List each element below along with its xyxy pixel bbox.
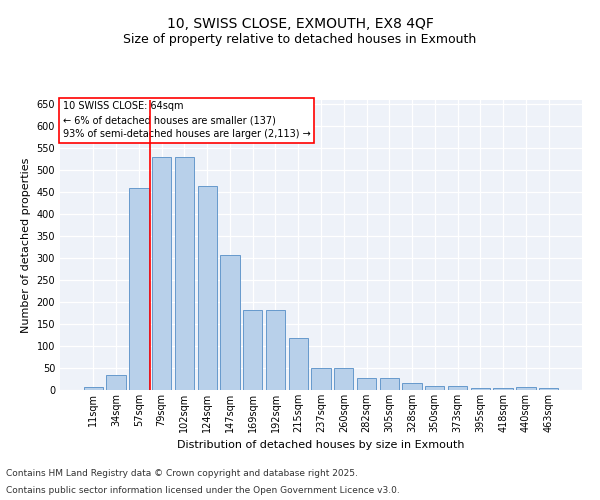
Bar (106, 374, 126, 390)
Bar (243, 310, 262, 390)
Bar (448, 386, 467, 390)
Bar (84, 387, 103, 390)
Bar (539, 388, 558, 390)
Bar (425, 386, 445, 390)
Bar (129, 188, 149, 390)
Text: 10 SWISS CLOSE: 64sqm
← 6% of detached houses are smaller (137)
93% of semi-deta: 10 SWISS CLOSE: 64sqm ← 6% of detached h… (62, 102, 310, 140)
Bar (493, 388, 513, 390)
Text: Contains public sector information licensed under the Open Government Licence v3: Contains public sector information licen… (6, 486, 400, 495)
X-axis label: Distribution of detached houses by size in Exmouth: Distribution of detached houses by size … (177, 440, 465, 450)
Bar (357, 378, 376, 390)
Text: Contains HM Land Registry data © Crown copyright and database right 2025.: Contains HM Land Registry data © Crown c… (6, 468, 358, 477)
Y-axis label: Number of detached properties: Number of detached properties (21, 158, 31, 332)
Bar (380, 378, 399, 390)
Bar (266, 310, 285, 390)
Bar (470, 388, 490, 390)
Text: 10, SWISS CLOSE, EXMOUTH, EX8 4QF: 10, SWISS CLOSE, EXMOUTH, EX8 4QF (167, 18, 433, 32)
Bar (197, 186, 217, 390)
Text: Size of property relative to detached houses in Exmouth: Size of property relative to detached ho… (124, 32, 476, 46)
Bar (334, 368, 353, 390)
Bar (152, 157, 172, 390)
Bar (403, 384, 422, 390)
Bar (175, 157, 194, 390)
Bar (220, 254, 239, 390)
Bar (516, 387, 536, 390)
Bar (311, 368, 331, 390)
Bar (289, 338, 308, 390)
